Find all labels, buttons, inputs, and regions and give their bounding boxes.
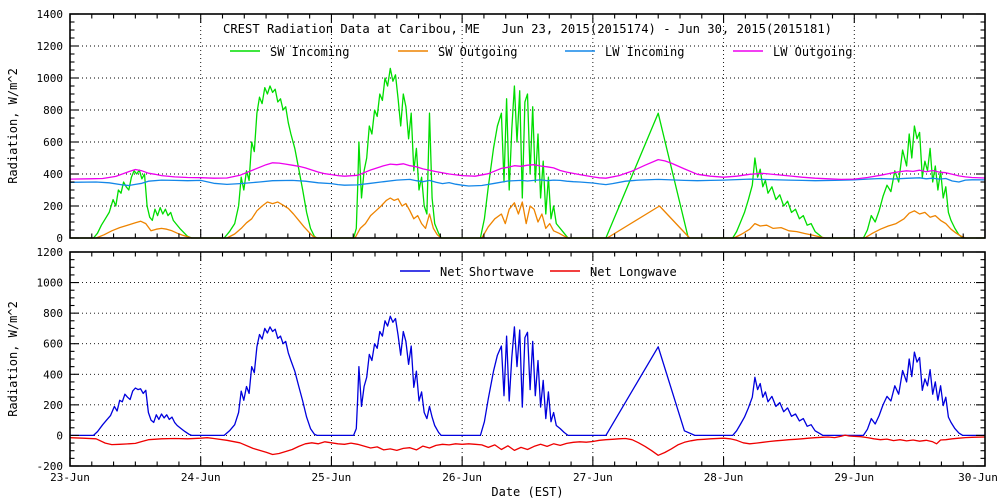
x-tick-label: 29-Jun bbox=[834, 471, 874, 484]
series-net-shortwave bbox=[70, 315, 985, 437]
y-tick-label: 1000 bbox=[37, 277, 64, 290]
y-tick-label: 1200 bbox=[37, 246, 64, 259]
y-tick-label: 200 bbox=[43, 200, 63, 213]
legend-item-lw-outgoing: LW Outgoing bbox=[733, 45, 852, 59]
legend-label: LW Incoming bbox=[605, 45, 684, 59]
y-tick-label: 0 bbox=[56, 232, 63, 245]
legend-item-net-shortwave: Net Shortwave bbox=[400, 265, 534, 279]
series-lw-incoming bbox=[69, 177, 986, 187]
panel-radiation-components: 0 200 400 600 800 1000 1200 1400 Radiation, W/m^… bbox=[6, 8, 986, 245]
legend-item-sw-incoming: SW Incoming bbox=[230, 45, 349, 59]
series-sw-outgoing bbox=[70, 197, 985, 239]
x-tick-label: 25-Jun bbox=[312, 471, 352, 484]
legend-label: SW Incoming bbox=[270, 45, 349, 59]
y-tick-label: 800 bbox=[43, 307, 63, 320]
legend-item-lw-incoming: LW Incoming bbox=[565, 45, 684, 59]
radiation-components-frame bbox=[69, 13, 986, 239]
y-tick-label: 1000 bbox=[37, 72, 64, 85]
y-tick-label: 400 bbox=[43, 368, 63, 381]
y-axis-title: Radiation, W/m^2 bbox=[6, 301, 20, 417]
y-tick-label: 400 bbox=[43, 168, 63, 181]
legend-label: SW Outgoing bbox=[438, 45, 517, 59]
x-tick-label: 28-Jun bbox=[704, 471, 744, 484]
legend-label: Net Shortwave bbox=[440, 265, 534, 279]
net-radiation-frame bbox=[69, 251, 986, 467]
panel-net-radiation: -200 0 200 400 600 800 1000 1200 Radiation, W/m^… bbox=[6, 246, 998, 499]
y-tick-label: 1400 bbox=[37, 8, 64, 21]
series-sw-incoming bbox=[70, 67, 985, 239]
y-tick-label: 600 bbox=[43, 338, 63, 351]
x-tick-label: 27-Jun bbox=[573, 471, 613, 484]
x-tick-label: 24-Jun bbox=[181, 471, 221, 484]
y-tick-label: 600 bbox=[43, 136, 63, 149]
y-tick-label: -200 bbox=[37, 460, 64, 473]
series-lw-outgoing bbox=[69, 158, 986, 181]
legend-item-sw-outgoing: SW Outgoing bbox=[398, 45, 517, 59]
x-tick-label: 26-Jun bbox=[442, 471, 482, 484]
y-tick-label: 0 bbox=[56, 429, 63, 442]
x-tick-label: 30-Jun bbox=[958, 471, 998, 484]
legend-label: LW Outgoing bbox=[773, 45, 852, 59]
y-tick-label: 200 bbox=[43, 399, 63, 412]
x-axis-title: Date (EST) bbox=[491, 485, 563, 499]
legend-label: Net Longwave bbox=[590, 265, 677, 279]
series-net-longwave bbox=[69, 434, 986, 456]
chart-title: CREST Radiation Data at Caribou, ME Jun … bbox=[223, 22, 832, 36]
y-axis-title: Radiation, W/m^2 bbox=[6, 68, 20, 184]
y-tick-label: 1200 bbox=[37, 40, 64, 53]
x-tick-label: 23-Jun bbox=[50, 471, 90, 484]
legend-item-net-longwave: Net Longwave bbox=[550, 265, 677, 279]
y-tick-label: 800 bbox=[43, 104, 63, 117]
